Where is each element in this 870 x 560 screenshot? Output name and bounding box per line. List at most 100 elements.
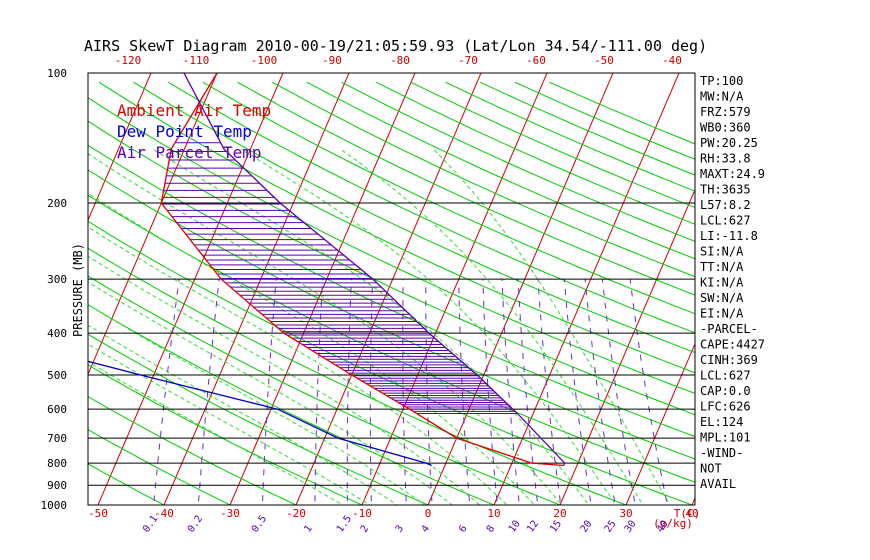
- dry-adiabat-line: [133, 81, 695, 354]
- index-value: LCL:627: [700, 214, 751, 228]
- pressure-tick-label: 900: [47, 479, 67, 492]
- dry-adiabat-line: [88, 428, 232, 505]
- series-layer: [88, 73, 566, 467]
- isotherm-line: [361, 73, 548, 505]
- top-temp-tick-label: -50: [594, 54, 614, 67]
- dry-adiabat-line: [88, 275, 562, 505]
- bottom-temp-tick-label: 30: [619, 507, 632, 520]
- pressure-tick-label: 700: [47, 432, 67, 445]
- mixing-ratio-unit: (g/kg): [653, 517, 693, 530]
- bottom-temp-tick-label: -10: [352, 507, 372, 520]
- mixing-ratio-tick-label: 4: [420, 523, 432, 534]
- isotherm-line: [295, 73, 482, 505]
- cape-hatch: [162, 142, 518, 414]
- bottom-temp-tick-label: -40: [154, 507, 174, 520]
- mixing-ratio-tick-label: 15: [548, 519, 564, 535]
- mixing-ratio-tick-label: 30: [623, 519, 639, 535]
- isotherm-line: [754, 63, 870, 514]
- mixing-ratio-tick-label: 0.5: [250, 514, 269, 535]
- mixing-ratio-tick-label: 2: [359, 523, 371, 534]
- isotherm-line: [88, 73, 218, 376]
- dry-adiabat-line: [271, 81, 695, 278]
- dry-adiabat-line: [88, 333, 430, 505]
- ambient-temp-line: [160, 73, 564, 467]
- bottom-temp-tick-label: 10: [487, 507, 500, 520]
- mixing-ratio-tick-label: 20: [579, 519, 595, 535]
- pressure-tick-label: 600: [47, 403, 67, 416]
- dry-adiabat-line: [88, 97, 695, 394]
- mixing-ratio-tick-label: 12: [525, 519, 541, 535]
- dry-adiabat-line: [88, 396, 298, 505]
- index-value: KI:N/A: [700, 276, 744, 290]
- dry-adiabat-line: [98, 81, 695, 374]
- x-axis-label: T(C): [674, 507, 701, 520]
- mixing-ratio-line: [153, 279, 180, 505]
- isotherm-line: [163, 73, 350, 505]
- index-value: TP:100: [700, 74, 743, 88]
- pressure-tick-label: 800: [47, 457, 67, 470]
- top-temp-tick-label: -110: [183, 54, 210, 67]
- mixing-ratio-line: [517, 279, 539, 505]
- isotherm-line: [88, 73, 152, 222]
- moist-adiabat-line: [433, 148, 671, 505]
- isotherm-line: [625, 342, 695, 505]
- chart-title: AIRS SkewT Diagram 2010-00-19/21:05:59.9…: [84, 37, 707, 55]
- dry-adiabat-line: [410, 81, 695, 209]
- mixing-ratio-tick-label: 10: [507, 519, 523, 535]
- bottom-temp-tick-label: 20: [553, 507, 566, 520]
- legend-entry: Ambient Air Temp: [117, 101, 271, 120]
- index-value: CAPE:4427: [700, 338, 765, 352]
- pressure-tick-label: 1000: [41, 499, 68, 512]
- top-temp-tick-label: -60: [526, 54, 546, 67]
- bottom-temp-tick-label: 0: [425, 507, 432, 520]
- index-value: AVAIL: [700, 477, 736, 491]
- index-value: CINH:369: [700, 353, 758, 367]
- mixing-ratio-tick-label: 6: [457, 523, 469, 534]
- dry-adiabat-line: [88, 120, 695, 416]
- dry-adiabat-line: [88, 220, 694, 505]
- index-value: SW:N/A: [700, 291, 744, 305]
- parcel-temp-line: [183, 73, 566, 466]
- mixing-ratio-line: [584, 279, 616, 505]
- index-value: CAP:0.0: [700, 384, 751, 398]
- top-temp-tick-label: -120: [115, 54, 142, 67]
- index-value: -WIND-: [700, 446, 743, 460]
- index-value: LI:-11.8: [700, 229, 758, 243]
- dry-adiabat-line: [167, 81, 695, 334]
- dry-adiabat-line: [202, 81, 695, 315]
- bottom-temp-tick-label: -50: [88, 507, 108, 520]
- index-value: -PARCEL-: [700, 322, 758, 336]
- mixing-ratio-tick-label: 1: [302, 523, 314, 534]
- mixing-ratio-line: [458, 279, 471, 505]
- y-axis-label: PRESSURE (MB): [71, 243, 85, 337]
- dry-adiabat-line: [88, 304, 496, 505]
- mixing-ratio-tick-label: 0.2: [186, 514, 205, 535]
- index-value: SI:N/A: [700, 245, 744, 259]
- bottom-temp-tick-label: -30: [220, 507, 240, 520]
- top-temp-tick-label: -90: [322, 54, 342, 67]
- index-value: MPL:101: [700, 431, 751, 445]
- index-value: LCL:627: [700, 369, 751, 383]
- dry-adiabat-line: [237, 81, 695, 296]
- dry-adiabat-line: [306, 81, 695, 260]
- index-value: PW:20.25: [700, 136, 758, 150]
- pressure-tick-label: 100: [47, 67, 67, 80]
- dry-adiabat-line: [445, 81, 695, 192]
- mixing-ratio-line: [261, 279, 277, 505]
- legend: Ambient Air Temp Dew Point Temp Air Parcel…: [117, 101, 271, 162]
- mixing-ratio-line: [629, 279, 668, 505]
- isotherm-line: [559, 188, 695, 505]
- index-value: FRZ:579: [700, 105, 751, 119]
- dry-adiabat-line: [514, 81, 695, 160]
- index-value: EL:124: [700, 415, 743, 429]
- index-value: LFC:626: [700, 400, 751, 414]
- mixing-ratio-line: [563, 279, 592, 505]
- pressure-tick-label: 200: [47, 197, 67, 210]
- mixing-ratio-tick-label: 3: [394, 523, 406, 534]
- mixing-ratio-tick-label: 25: [603, 519, 619, 535]
- index-value: WB0:360: [700, 121, 751, 135]
- isotherm-line: [0, 63, 23, 514]
- index-value: EI:N/A: [700, 307, 744, 321]
- index-value: RH:33.8: [700, 152, 751, 166]
